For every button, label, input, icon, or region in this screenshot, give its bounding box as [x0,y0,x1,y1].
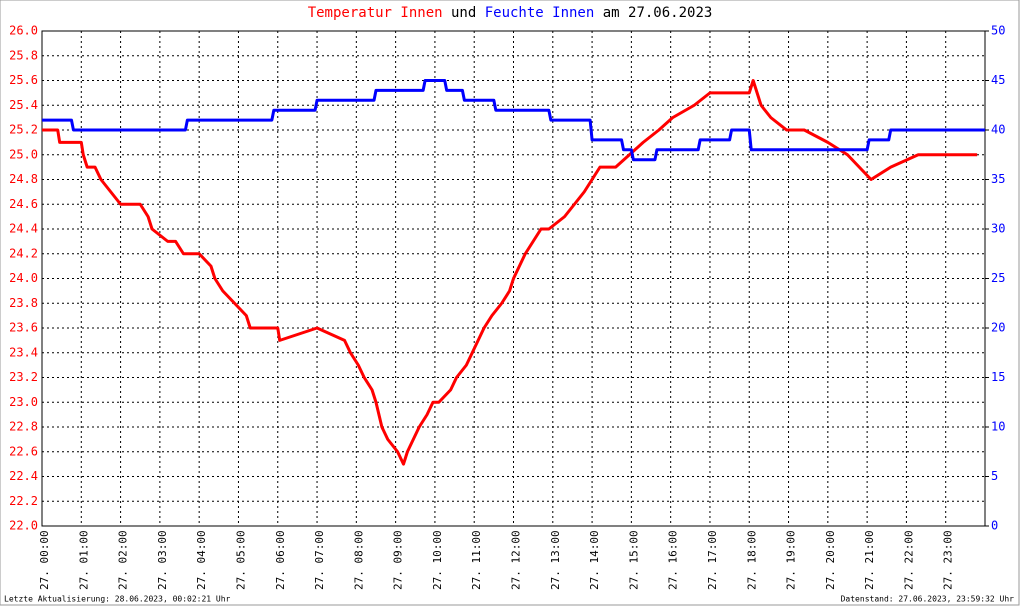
chart-title: Temperatur Innen und Feuchte Innen am 27… [308,5,713,21]
y-tick-label: 26.0 [9,24,38,38]
y-tick-label: 23.0 [9,395,38,409]
x-tick-label: 27. 23:00 [942,530,955,590]
footer-left: Letzte Aktualisierung: 28.06.2023, 00:02… [4,595,231,604]
x-tick-label: 27. 02:00 [117,530,130,590]
y-tick-label: 25.4 [9,98,38,112]
y-tick-label: 25.2 [9,123,38,137]
y-tick-label: 23.6 [9,321,38,335]
x-tick-label: 27. 06:00 [274,530,287,590]
y2-tick-label: 45 [991,73,1005,87]
y-tick-label: 24.8 [9,172,38,186]
title-suffix: am 27.06.2023 [603,5,713,21]
x-tick-label: 27. 22:00 [902,530,915,590]
y-tick-label: 22.4 [9,469,38,483]
title-connector: und [451,5,476,21]
y-tick-label: 24.2 [9,246,38,260]
y2-tick-label: 40 [991,123,1005,137]
x-tick-label: 27. 09:00 [392,530,405,590]
y2-tick-label: 50 [991,24,1005,38]
y2-tick-label: 20 [991,321,1005,335]
x-tick-label: 27. 10:00 [431,530,444,590]
x-tick-label: 27. 12:00 [510,530,523,590]
y2-tick-label: 10 [991,420,1005,434]
y2-tick-label: 15 [991,370,1005,384]
y-tick-label: 24.0 [9,271,38,285]
y-tick-label: 22.2 [9,494,38,508]
x-tick-label: 27. 07:00 [313,530,326,590]
y-tick-label: 23.4 [9,345,38,359]
x-tick-label: 27. 15:00 [627,530,640,590]
x-tick-label: 27. 18:00 [745,530,758,590]
y-tick-label: 25.0 [9,147,38,161]
x-tick-label: 27. 11:00 [470,530,483,590]
x-tick-label: 27. 05:00 [234,530,247,590]
title-temp: Temperatur Innen [308,5,443,21]
x-tick-label: 27. 08:00 [352,530,365,590]
x-tick-label: 27. 19:00 [785,530,798,590]
y-tick-label: 25.8 [9,48,38,62]
y-tick-label: 22.0 [9,519,38,533]
y2-tick-label: 30 [991,222,1005,236]
y-tick-label: 22.8 [9,420,38,434]
x-tick-label: 27. 16:00 [667,530,680,590]
y-tick-label: 23.8 [9,296,38,310]
x-tick-label: 27. 00:00 [38,530,51,590]
y-tick-label: 23.2 [9,370,38,384]
y2-tick-label: 25 [991,271,1005,285]
series-line [42,79,978,466]
series-line [42,79,985,162]
y-tick-label: 24.6 [9,197,38,211]
footer-right: Datenstand: 27.06.2023, 23:59:32 Uhr [841,595,1015,604]
y-tick-label: 24.4 [9,222,38,236]
x-tick-label: 27. 17:00 [706,530,719,590]
title-humidity: Feuchte Innen [485,5,595,21]
y2-tick-label: 5 [991,469,998,483]
x-tick-label: 27. 04:00 [195,530,208,590]
x-tick-label: 27. 21:00 [863,530,876,590]
y2-tick-label: 0 [991,519,998,533]
x-tick-label: 27. 03:00 [156,530,169,590]
x-tick-label: 27. 14:00 [588,530,601,590]
y-tick-label: 25.6 [9,73,38,87]
plot-frame [41,30,986,527]
x-tick-label: 27. 13:00 [549,530,562,590]
y2-tick-label: 35 [991,172,1005,186]
x-tick-label: 27. 20:00 [824,530,837,590]
x-tick-label: 27. 01:00 [77,530,90,590]
y-tick-label: 22.6 [9,444,38,458]
